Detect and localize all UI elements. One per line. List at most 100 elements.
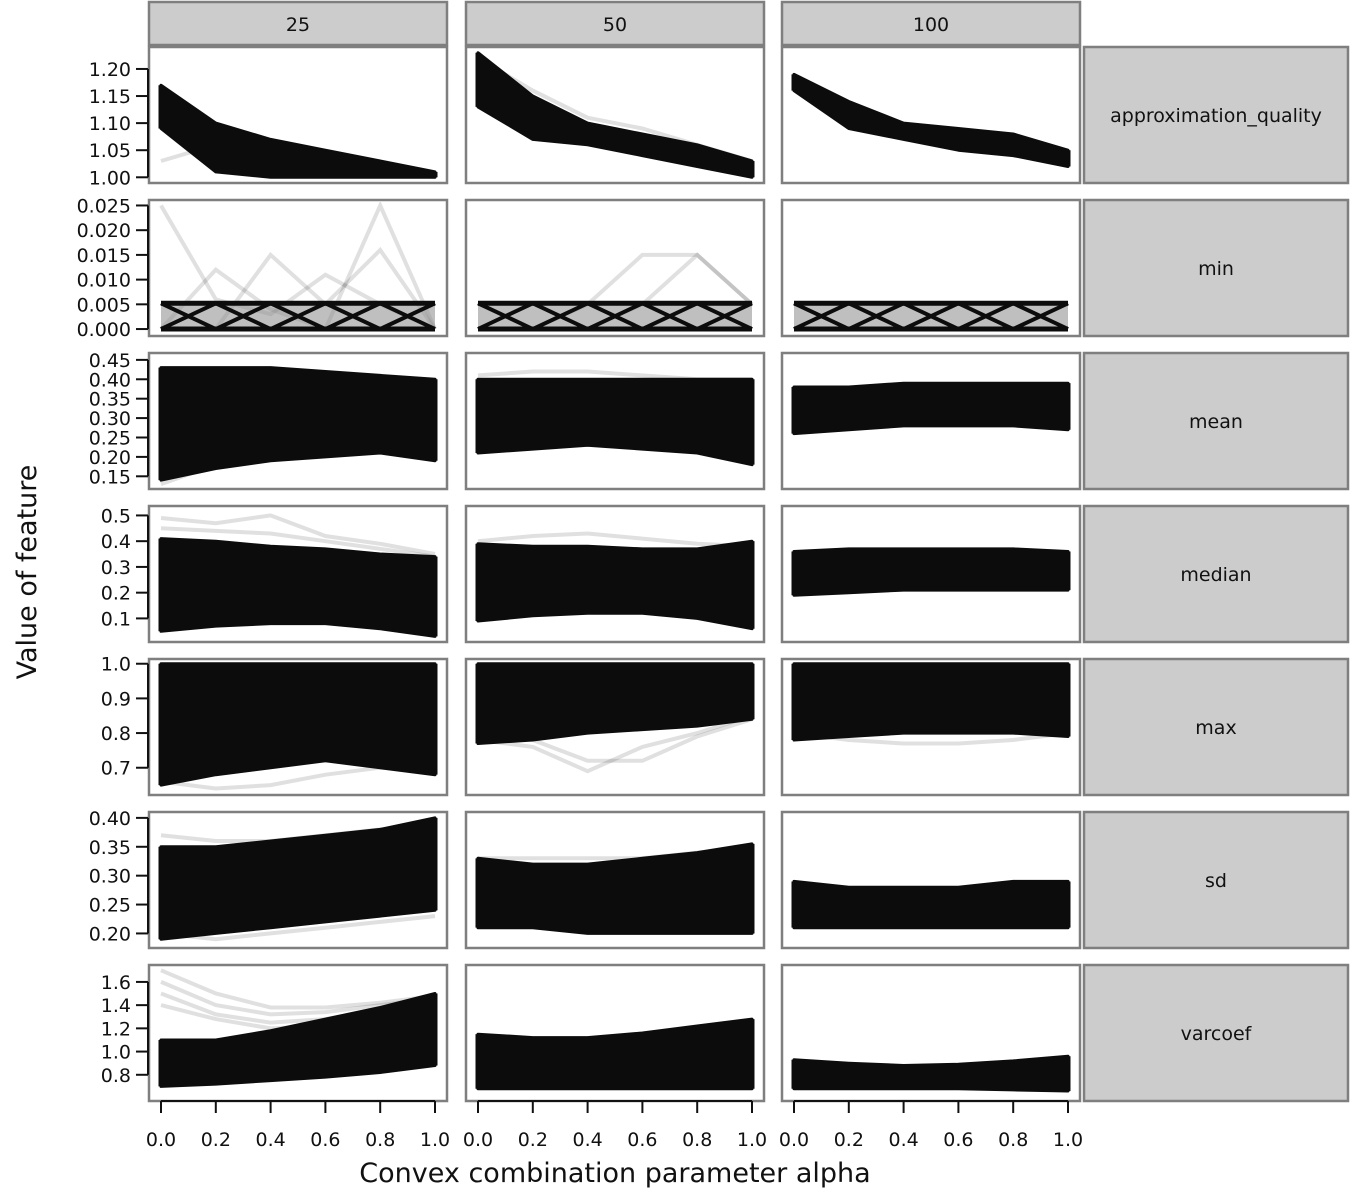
- y-tick-label: 1.20: [89, 59, 131, 81]
- row-strip-label: approximation_quality: [1110, 105, 1322, 127]
- y-tick-label: 0.7: [101, 758, 131, 780]
- series-band: [159, 83, 437, 179]
- panel-approximation_quality-100: [780, 45, 1082, 185]
- y-tick-label: 0.40: [89, 369, 131, 391]
- y-tick-label: 1.00: [89, 167, 131, 189]
- y-tick-label: 0.020: [77, 220, 131, 242]
- series-line-faint: [477, 531, 753, 549]
- panel-min-50: [464, 198, 766, 338]
- x-tick-label: 0.2: [518, 1129, 548, 1151]
- x-tick-label: 0.0: [463, 1129, 493, 1151]
- row-strip-label: min: [1198, 258, 1234, 280]
- y-tick-label: 0.30: [89, 866, 131, 888]
- x-tick-label: 0.8: [365, 1129, 395, 1151]
- panel-max-100: [780, 657, 1082, 797]
- x-tick-label: 0.2: [201, 1129, 231, 1151]
- x-tick-label: 0.0: [779, 1129, 809, 1151]
- x-tick-label: 1.0: [420, 1129, 450, 1151]
- column-strip-label: 100: [913, 14, 949, 36]
- y-tick-label: 0.8: [101, 723, 131, 745]
- panel-median-25: [147, 504, 449, 644]
- series-line-faint: [160, 968, 436, 1010]
- y-tick-label: 1.10: [89, 113, 131, 135]
- y-tick-label: 1.15: [89, 86, 131, 108]
- x-tick-label: 0.4: [572, 1129, 602, 1151]
- y-tick-label: 0.5: [101, 505, 131, 527]
- series-line-zigzag: [160, 301, 436, 332]
- y-tick-label: 0.015: [77, 245, 131, 267]
- row-strip-median: [1082, 504, 1350, 644]
- series-band: [159, 537, 437, 638]
- series-band: [792, 662, 1070, 742]
- row-strip-label: median: [1180, 564, 1251, 586]
- row-strip-sd: [1082, 810, 1350, 950]
- series-band: [476, 377, 754, 467]
- panel-varcoef-25: [147, 963, 449, 1103]
- series-line-faint: [160, 513, 436, 556]
- panel-approximation_quality-50: [464, 45, 766, 185]
- y-tick-label: 1.0: [101, 1042, 131, 1064]
- y-tick-label: 0.010: [77, 270, 131, 292]
- y-tick-label: 0.30: [89, 408, 131, 430]
- x-tick-label: 1.0: [1053, 1129, 1083, 1151]
- panel-approximation_quality-25: [147, 45, 449, 185]
- y-tick-label: 0.8: [101, 1065, 131, 1087]
- y-tick-label: 0.45: [89, 350, 131, 372]
- series-line-faint: [160, 914, 436, 942]
- y-tick-label: 0.20: [89, 447, 131, 469]
- x-tick-label: 0.6: [310, 1129, 340, 1151]
- row-strip-label: max: [1195, 717, 1236, 739]
- panel-mean-100: [780, 351, 1082, 491]
- y-tick-label: 0.9: [101, 688, 131, 710]
- series-line-zigzag: [477, 301, 753, 332]
- y-tick-label: 0.3: [101, 557, 131, 579]
- x-tick-label: 0.2: [834, 1129, 864, 1151]
- y-tick-label: 0.025: [77, 195, 131, 217]
- panel-varcoef-100: [780, 963, 1082, 1103]
- y-tick-label: 0.1: [101, 608, 131, 630]
- series-band: [159, 366, 437, 482]
- x-tick-label: 1.0: [737, 1129, 767, 1151]
- y-tick-label: 1.0: [101, 654, 131, 676]
- x-tick-label: 0.0: [146, 1129, 176, 1151]
- panel-median-100: [780, 504, 1082, 644]
- panel-varcoef-50: [464, 963, 766, 1103]
- x-tick-label: 0.6: [943, 1129, 973, 1151]
- row-strip-max: [1082, 657, 1350, 797]
- panel-sd-25: [147, 810, 449, 950]
- y-tick-label: 1.4: [101, 995, 131, 1017]
- panel-min-25: [147, 198, 449, 338]
- y-tick-label: 0.000: [77, 319, 131, 341]
- y-tick-label: 0.20: [89, 923, 131, 945]
- y-tick-label: 0.35: [89, 389, 131, 411]
- panel-mean-50: [464, 351, 766, 491]
- row-strip-min: [1082, 198, 1350, 338]
- x-axis-title: Convex combination parameter alpha: [359, 1158, 870, 1189]
- row-strip-label: mean: [1189, 411, 1243, 433]
- column-strip-25: [147, 0, 449, 47]
- panel-min-100: [780, 198, 1082, 338]
- column-strip-100: [780, 0, 1082, 47]
- panel-max-25: [147, 657, 449, 797]
- panel-sd-50: [464, 810, 766, 950]
- y-tick-label: 0.005: [77, 294, 131, 316]
- row-strip-mean: [1082, 351, 1350, 491]
- x-tick-label: 0.4: [255, 1129, 285, 1151]
- panel-mean-25: [147, 351, 449, 491]
- column-strip-label: 25: [286, 14, 310, 36]
- column-strip-label: 50: [603, 14, 627, 36]
- column-strip-50: [464, 0, 766, 47]
- y-tick-label: 1.6: [101, 972, 131, 994]
- series-line-faint: [793, 731, 1069, 746]
- y-tick-label: 0.2: [101, 583, 131, 605]
- series-band: [792, 72, 1070, 168]
- y-tick-label: 0.40: [89, 808, 131, 830]
- series-line-zigzag: [793, 301, 1069, 332]
- row-strip-label: sd: [1205, 870, 1227, 892]
- y-axis-title: Value of feature: [12, 465, 43, 680]
- y-tick-label: 1.05: [89, 140, 131, 162]
- series-band: [792, 381, 1070, 436]
- y-tick-label: 0.25: [89, 427, 131, 449]
- series-line-faint: [160, 526, 436, 559]
